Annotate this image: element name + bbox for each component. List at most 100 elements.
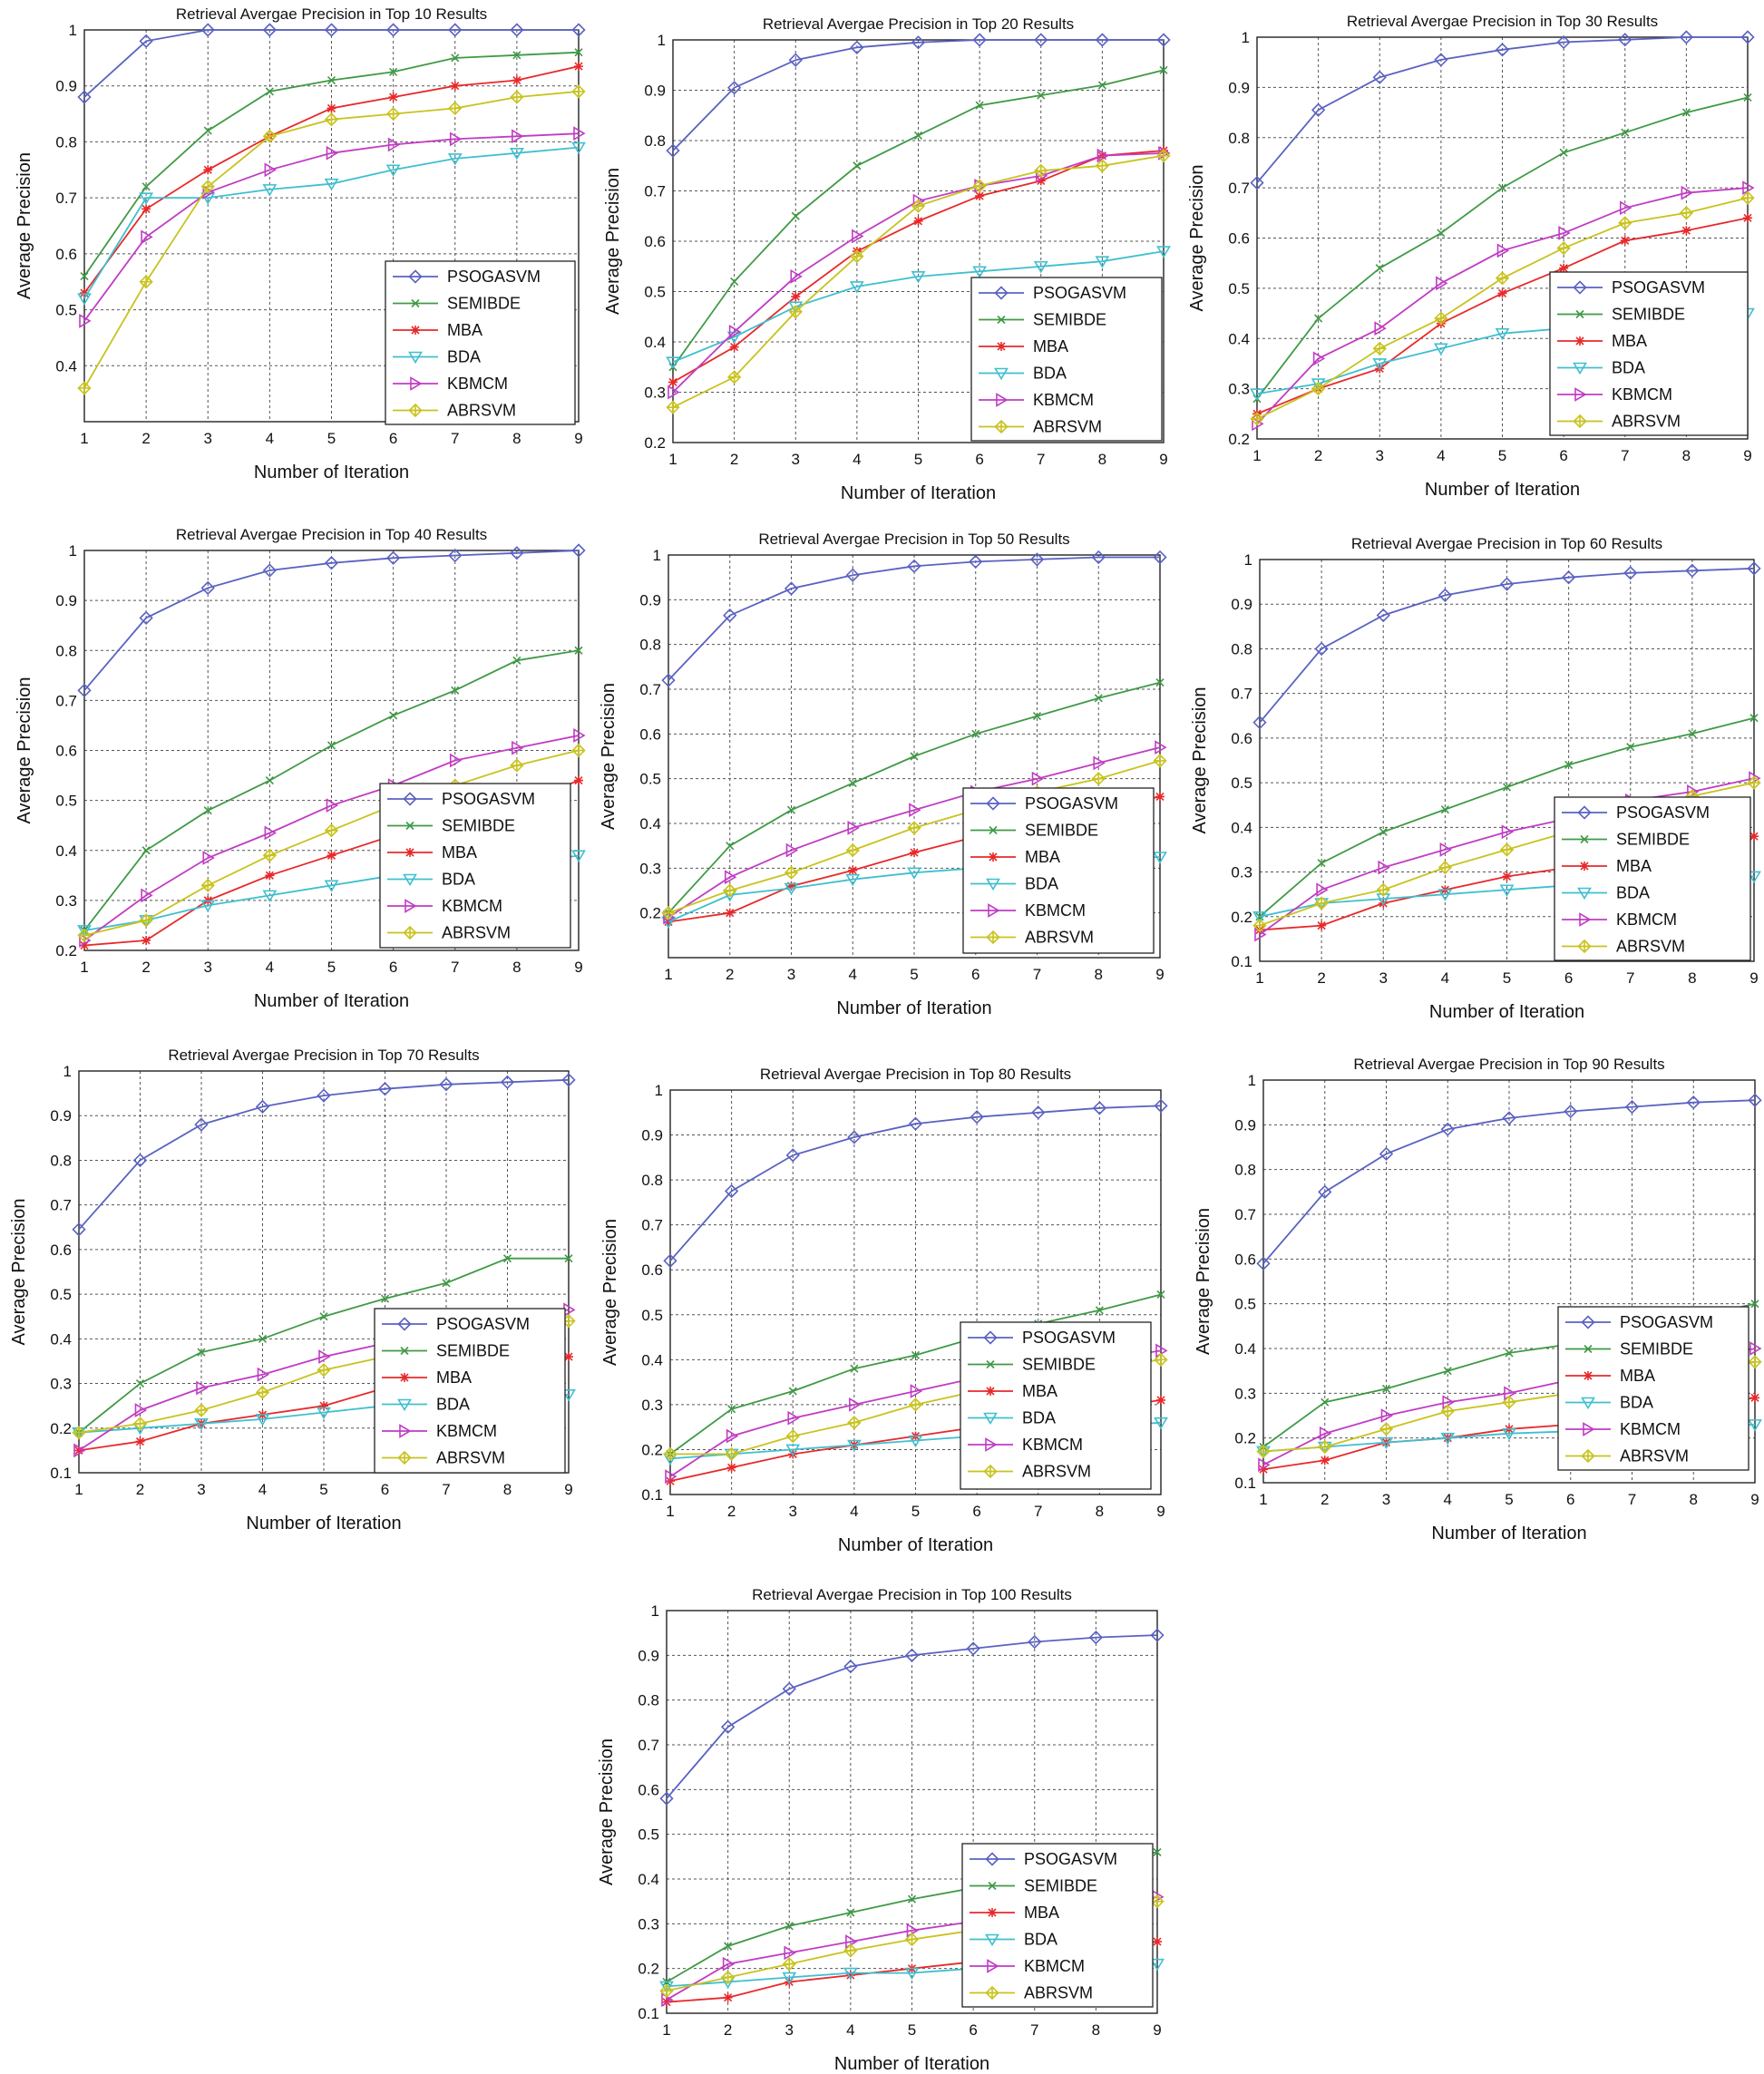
data-point (571, 141, 586, 155)
data-point (1379, 1146, 1394, 1162)
legend-label: PSOGASVM (1616, 803, 1710, 822)
legend-entry-bda: BDA (387, 871, 475, 889)
data-point (1031, 1105, 1046, 1120)
marker-triangle-down (849, 281, 864, 294)
data-point (724, 870, 737, 885)
legend-label: MBA (1022, 1382, 1057, 1400)
marker-x (1681, 108, 1691, 117)
data-point (1032, 712, 1042, 721)
marker-diamond-plus (1311, 381, 1326, 396)
marker-star (786, 881, 796, 891)
chart-panel-7: Retrieval Avergae Precision in Top 70 Re… (9, 1047, 576, 1534)
chart-title: Retrieval Avergae Precision in Top 100 R… (752, 1586, 1072, 1603)
x-tick-label: 3 (204, 430, 212, 447)
marker-diamond-plus (850, 249, 864, 264)
marker-diamond-plus (724, 1446, 739, 1462)
legend-label: SEMIBDE (1033, 311, 1106, 329)
data-point (377, 1082, 393, 1096)
marker-diamond (1564, 1104, 1578, 1119)
legend-entry-bda: BDA (1557, 359, 1645, 377)
data-point (451, 54, 460, 63)
data-point (1374, 321, 1387, 336)
marker-diamond (908, 1116, 923, 1131)
data-point (80, 271, 89, 281)
data-point (668, 385, 680, 400)
legend-label: BDA (1620, 1394, 1653, 1412)
legend-entry-semibde: SEMIBDE (968, 1356, 1096, 1374)
data-point (1154, 1098, 1168, 1113)
marker-triangle-down (509, 147, 524, 161)
marker-triangle-down (1156, 246, 1171, 258)
marker-star (400, 1373, 409, 1382)
data-point (786, 881, 796, 891)
x-tick-label: 4 (850, 1503, 858, 1520)
marker-x (512, 656, 521, 665)
marker-x (265, 776, 274, 785)
x-tick-label: 7 (1034, 1503, 1042, 1520)
x-tick-label: 3 (787, 966, 795, 983)
marker-triangle-right (1378, 860, 1390, 875)
data-point (203, 806, 212, 815)
marker-diamond (1623, 566, 1638, 580)
x-tick-label: 6 (971, 966, 979, 983)
legend-entry-psogasvm: PSOGASVM (968, 1329, 1116, 1347)
marker-triangle-right (852, 229, 864, 244)
marker-x (442, 1279, 451, 1288)
marker-x (989, 825, 998, 835)
data-point (1314, 641, 1329, 657)
y-tick-label: 0.5 (55, 793, 77, 810)
data-point (847, 1416, 862, 1430)
data-point (73, 1443, 86, 1458)
data-point (448, 23, 463, 37)
marker-triangle-down (1095, 256, 1110, 268)
data-point (326, 741, 336, 750)
y-tick-label: 0.3 (1234, 1385, 1256, 1402)
marker-diamond (317, 1088, 331, 1103)
series-line (1256, 187, 1749, 425)
data-point (512, 656, 521, 665)
marker-triangle-right (1579, 912, 1592, 927)
legend: PSOGASVM SEMIBDE MBA BDA KBMCM ABRSVM (1554, 796, 1751, 961)
series-semibde (668, 65, 1168, 372)
y-tick-label: 0.3 (55, 892, 77, 910)
x-tick-label: 7 (1033, 966, 1041, 983)
data-point (663, 1253, 677, 1268)
y-tick-label: 0.7 (644, 183, 666, 200)
data-point (907, 867, 921, 880)
data-point (847, 821, 860, 835)
data-point (661, 673, 676, 687)
y-tick-label: 1 (69, 542, 77, 560)
data-point (845, 568, 860, 582)
marker-diamond (1154, 1098, 1168, 1113)
data-point (786, 805, 796, 814)
marker-triangle-down (571, 141, 586, 155)
marker-diamond (1028, 1634, 1042, 1650)
marker-diamond (1376, 608, 1390, 623)
x-tick-label: 3 (792, 451, 800, 468)
legend-entry-kbmcm: KBMCM (1565, 1420, 1681, 1438)
marker-diamond (200, 580, 215, 595)
data-point (262, 129, 278, 143)
data-point (1096, 148, 1109, 163)
marker-triangle-right (1380, 1408, 1394, 1423)
marker-diamond-plus (994, 419, 1009, 434)
marker-star (1743, 213, 1752, 223)
data-point (1088, 1630, 1104, 1645)
y-tick-label: 0.8 (1231, 640, 1252, 657)
x-tick-label: 2 (1321, 1491, 1329, 1508)
legend-label: PSOGASVM (442, 790, 535, 808)
data-point (1559, 148, 1568, 157)
legend-entry-bda: BDA (979, 365, 1067, 383)
y-tick-label: 0.2 (1231, 909, 1252, 926)
legend-entry-semibde: SEMIBDE (387, 817, 515, 835)
data-point (326, 145, 339, 161)
data-point (1440, 1432, 1456, 1446)
marker-diamond (561, 1073, 576, 1087)
marker-triangle-down (1379, 1436, 1394, 1450)
marker-diamond (385, 23, 401, 37)
marker-star (80, 288, 89, 298)
marker-diamond-plus (723, 883, 737, 898)
series-abrsvm (77, 84, 586, 395)
y-tick-label: 0.6 (1234, 1251, 1256, 1268)
marker-star (388, 93, 398, 102)
